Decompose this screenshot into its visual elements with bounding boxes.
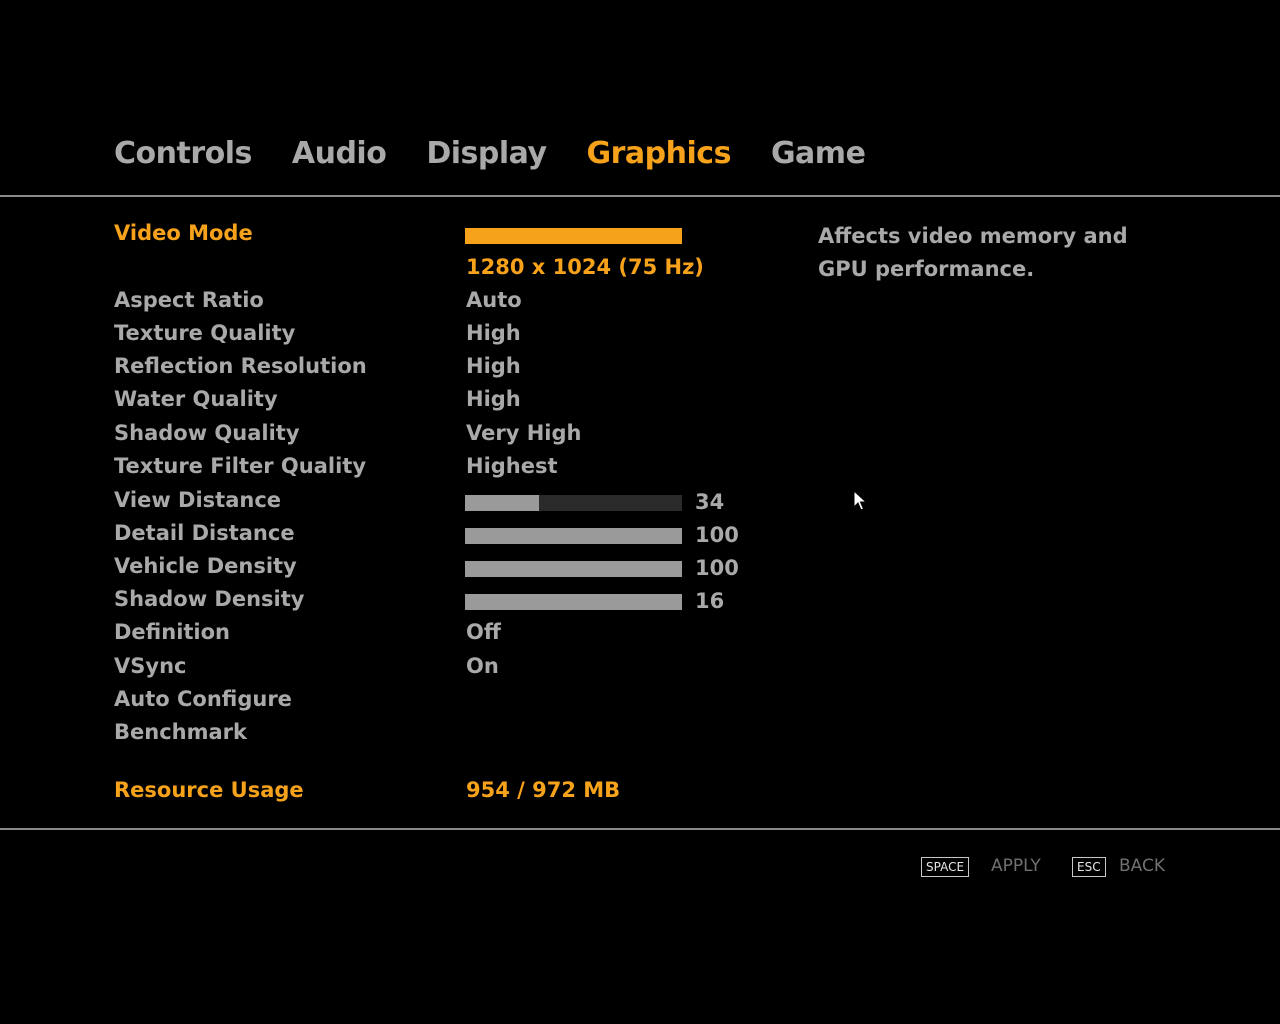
tab-bar: Controls Audio Display Graphics Game [114, 134, 866, 174]
view-distance-fill [465, 495, 539, 511]
tab-display[interactable]: Display [426, 136, 547, 171]
resource-usage-value: 954 / 972 MB [466, 778, 621, 802]
water-quality-label[interactable]: Water Quality [114, 387, 278, 411]
tab-graphics[interactable]: Graphics [586, 136, 732, 171]
back-button[interactable]: BACK [1119, 856, 1166, 876]
apply-button[interactable]: APPLY [991, 856, 1041, 876]
shadow-density-fill [465, 594, 682, 610]
shadow-density-slider[interactable] [465, 594, 682, 610]
water-quality-value: High [466, 387, 521, 411]
tab-game[interactable]: Game [770, 136, 866, 171]
reflection-resolution-label[interactable]: Reflection Resolution [114, 354, 367, 378]
definition-value: Off [466, 620, 501, 644]
texture-filter-quality-label[interactable]: Texture Filter Quality [114, 454, 367, 478]
definition-label[interactable]: Definition [114, 620, 231, 644]
tab-controls[interactable]: Controls [114, 136, 252, 171]
aspect-ratio-label[interactable]: Aspect Ratio [114, 288, 264, 312]
shadow-density-value: 16 [695, 589, 725, 613]
shadow-density-label[interactable]: Shadow Density [114, 587, 305, 611]
reflection-resolution-value: High [466, 354, 521, 378]
vehicle-density-label[interactable]: Vehicle Density [114, 554, 297, 578]
top-divider [0, 195, 1280, 197]
detail-distance-label[interactable]: Detail Distance [114, 521, 295, 545]
texture-filter-quality-value: Highest [466, 454, 558, 478]
esc-key-icon: ESC [1072, 857, 1106, 877]
resource-usage-label: Resource Usage [114, 778, 304, 802]
vsync-value: On [466, 654, 499, 678]
view-distance-label[interactable]: View Distance [114, 488, 282, 512]
vsync-label[interactable]: VSync [114, 654, 187, 678]
detail-distance-value: 100 [695, 523, 739, 547]
view-distance-slider[interactable] [465, 495, 682, 511]
video-mode-label[interactable]: Video Mode [114, 221, 253, 245]
video-mode-slider[interactable] [465, 228, 682, 244]
vehicle-density-value: 100 [695, 556, 739, 580]
vehicle-density-slider[interactable] [465, 561, 682, 577]
shadow-quality-label[interactable]: Shadow Quality [114, 421, 300, 445]
texture-quality-value: High [466, 321, 521, 345]
bottom-divider [0, 828, 1280, 830]
auto-configure-button[interactable]: Auto Configure [114, 687, 292, 711]
mouse-cursor-icon [853, 490, 868, 511]
vehicle-density-fill [465, 561, 682, 577]
benchmark-button[interactable]: Benchmark [114, 720, 247, 744]
setting-description: Affects video memory and GPU performance… [818, 224, 1128, 281]
shadow-quality-value: Very High [466, 421, 582, 445]
texture-quality-label[interactable]: Texture Quality [114, 321, 296, 345]
detail-distance-slider[interactable] [465, 528, 682, 544]
detail-distance-fill [465, 528, 682, 544]
space-key-icon: SPACE [921, 857, 970, 877]
video-mode-value: 1280 x 1024 (75 Hz) [466, 255, 704, 279]
tab-audio[interactable]: Audio [291, 136, 387, 171]
view-distance-value: 34 [695, 490, 725, 514]
aspect-ratio-value: Auto [466, 288, 522, 312]
